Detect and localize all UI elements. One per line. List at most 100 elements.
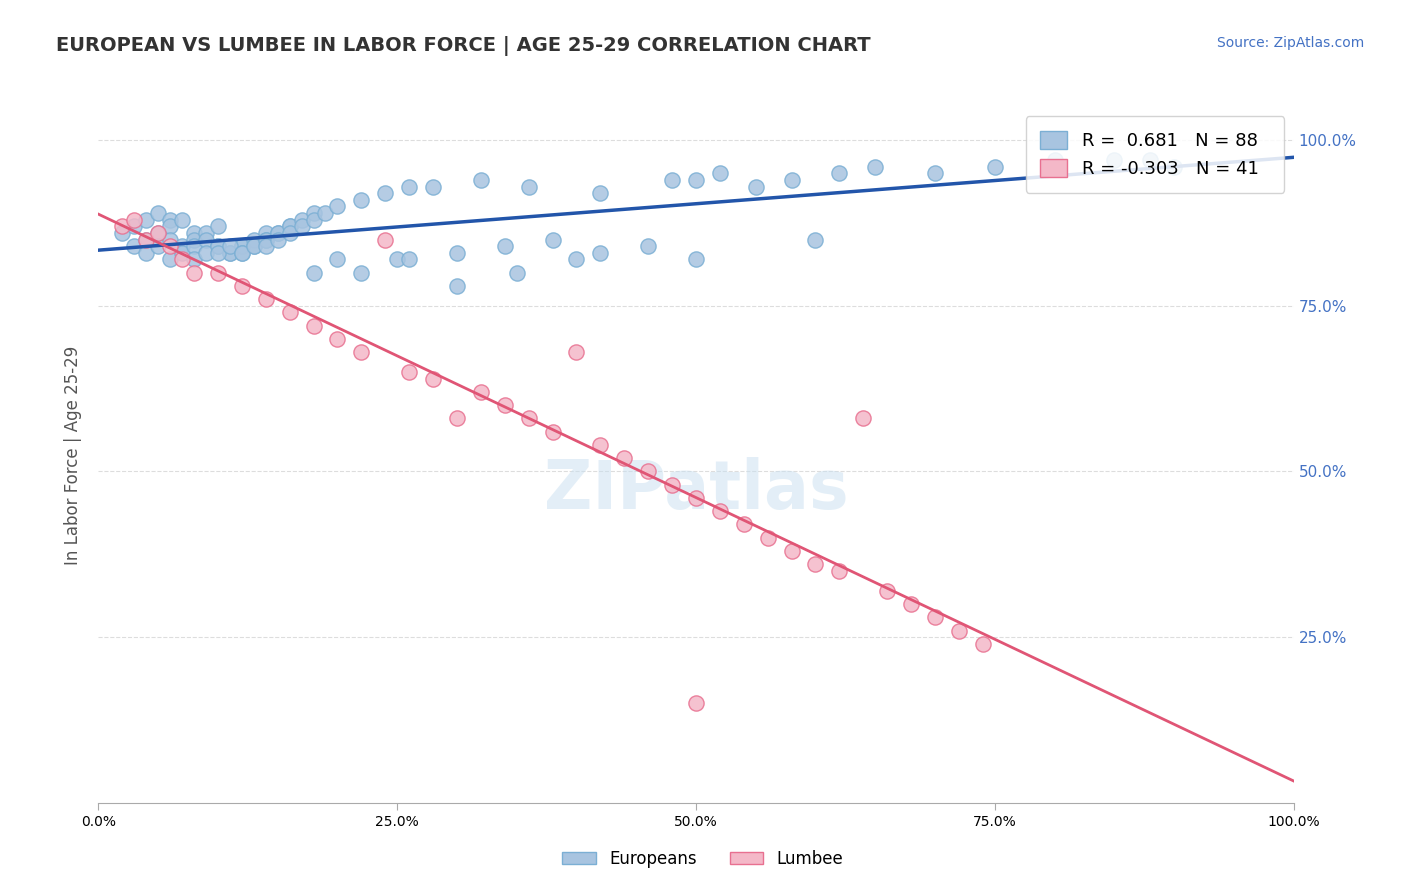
Point [517,411,540,425]
Point [278,219,301,234]
Point [172,212,194,227]
Point [315,206,337,220]
Point [243,239,266,253]
Point [159,219,181,234]
Point [302,266,325,280]
Point [828,564,851,578]
Point [111,226,134,240]
Point [709,504,731,518]
Point [302,212,325,227]
Point [948,624,970,638]
Point [685,173,707,187]
Point [254,233,277,247]
Point [852,411,875,425]
Point [1043,153,1066,167]
Point [219,245,242,260]
Point [972,637,994,651]
Point [172,252,194,267]
Point [278,305,301,319]
Point [637,239,659,253]
Point [1102,153,1125,167]
Point [207,245,229,260]
Point [470,384,492,399]
Point [207,266,229,280]
Point [541,425,564,439]
Point [541,233,564,247]
Point [422,179,444,194]
Text: Source: ZipAtlas.com: Source: ZipAtlas.com [1216,36,1364,50]
Point [183,226,205,240]
Point [1139,153,1161,167]
Point [124,239,146,253]
Point [446,245,468,260]
Point [350,193,373,207]
Point [350,266,373,280]
Point [661,173,683,187]
Point [231,245,253,260]
Point [470,173,492,187]
Point [745,179,768,194]
Point [159,212,181,227]
Point [924,610,946,624]
Point [291,212,314,227]
Point [183,239,205,253]
Point [302,318,325,333]
Text: EUROPEAN VS LUMBEE IN LABOR FORCE | AGE 25-29 CORRELATION CHART: EUROPEAN VS LUMBEE IN LABOR FORCE | AGE … [56,36,870,55]
Point [422,372,444,386]
Point [398,365,420,379]
Point [565,252,588,267]
Point [124,219,146,234]
Point [159,239,181,253]
Point [900,597,922,611]
Point [207,239,229,253]
Point [124,212,146,227]
Point [733,517,755,532]
Point [194,226,218,240]
Point [350,345,373,359]
Point [183,252,205,267]
Point [613,451,636,466]
Point [517,179,540,194]
Point [148,239,170,253]
Point [148,226,170,240]
Point [172,239,194,253]
Point [219,239,242,253]
Point [111,219,134,234]
Point [398,179,420,194]
Point [780,544,803,558]
Point [589,186,612,201]
Point [828,166,851,180]
Point [398,252,420,267]
Point [685,491,707,505]
Point [135,233,157,247]
Point [159,233,181,247]
Point [135,245,157,260]
Point [267,226,290,240]
Point [863,160,887,174]
Point [243,233,266,247]
Point [326,199,349,213]
Point [207,239,229,253]
Point [267,233,290,247]
Point [254,239,277,253]
Legend: R =  0.681   N = 88, R = -0.303   N = 41  : R = 0.681 N = 88, R = -0.303 N = 41 [1026,116,1285,193]
Point [709,166,731,180]
Point [148,206,170,220]
Point [278,226,301,240]
Point [194,245,218,260]
Point [231,239,253,253]
Point [589,438,612,452]
Point [254,226,277,240]
Point [243,239,266,253]
Point [135,233,157,247]
Point [183,233,205,247]
Point [267,226,290,240]
Point [661,477,683,491]
Point [231,245,253,260]
Legend: Europeans, Lumbee: Europeans, Lumbee [555,844,851,875]
Point [159,252,181,267]
Point [183,266,205,280]
Point [565,345,588,359]
Point [589,245,612,260]
Point [254,292,277,306]
